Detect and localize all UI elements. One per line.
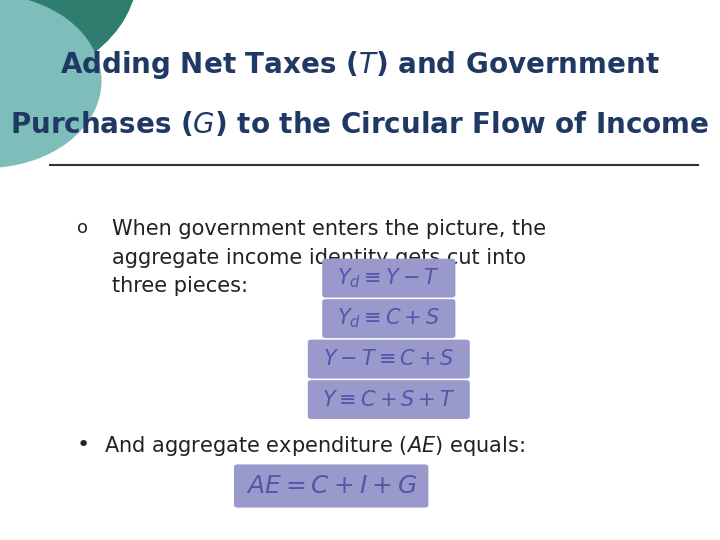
Text: When government enters the picture, the
aggregate income identity gets cut into
: When government enters the picture, the … [112, 219, 546, 296]
Text: $Y - T \equiv C + S$: $Y - T \equiv C + S$ [323, 349, 454, 369]
Text: And aggregate expenditure ($\mathit{AE}$) equals:: And aggregate expenditure ($\mathit{AE}$… [104, 434, 525, 457]
Circle shape [0, 0, 101, 167]
FancyBboxPatch shape [234, 464, 428, 508]
Text: Purchases ($\mathit{G}$) to the Circular Flow of Income: Purchases ($\mathit{G}$) to the Circular… [10, 110, 710, 139]
Text: $Y_d \equiv Y - T$: $Y_d \equiv Y - T$ [338, 266, 440, 290]
Circle shape [0, 0, 137, 86]
Text: $Y \equiv C + S + T$: $Y \equiv C + S + T$ [322, 389, 456, 410]
FancyBboxPatch shape [308, 340, 470, 379]
FancyBboxPatch shape [323, 299, 456, 338]
Text: o: o [77, 219, 89, 237]
FancyBboxPatch shape [323, 259, 456, 298]
Text: •: • [76, 435, 89, 456]
Text: Adding Net Taxes ($\mathit{T}$) and Government: Adding Net Taxes ($\mathit{T}$) and Gove… [60, 49, 660, 81]
FancyBboxPatch shape [308, 380, 470, 419]
Text: $Y_d \equiv C + S$: $Y_d \equiv C + S$ [337, 307, 441, 330]
Text: $AE = C + I + G$: $AE = C + I + G$ [246, 474, 417, 498]
